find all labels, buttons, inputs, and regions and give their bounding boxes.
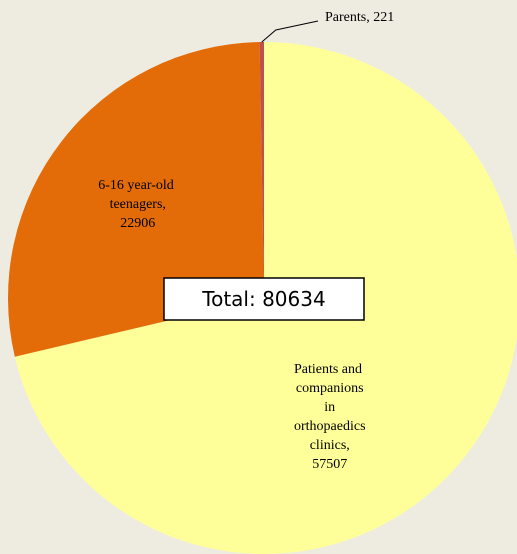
total-box <box>163 277 365 321</box>
total-label: Total: 80634 <box>201 287 325 311</box>
pie-slice <box>259 42 264 298</box>
slice-label: Patients and companions in orthopaedics … <box>290 362 365 472</box>
labels: Patients and companions in orthopaedics … <box>98 10 394 472</box>
slice-label: Parents, 221 <box>325 10 394 25</box>
leader-line <box>261 20 319 43</box>
slice-label: 6-16 year-old teenagers, 22906 <box>98 178 174 231</box>
